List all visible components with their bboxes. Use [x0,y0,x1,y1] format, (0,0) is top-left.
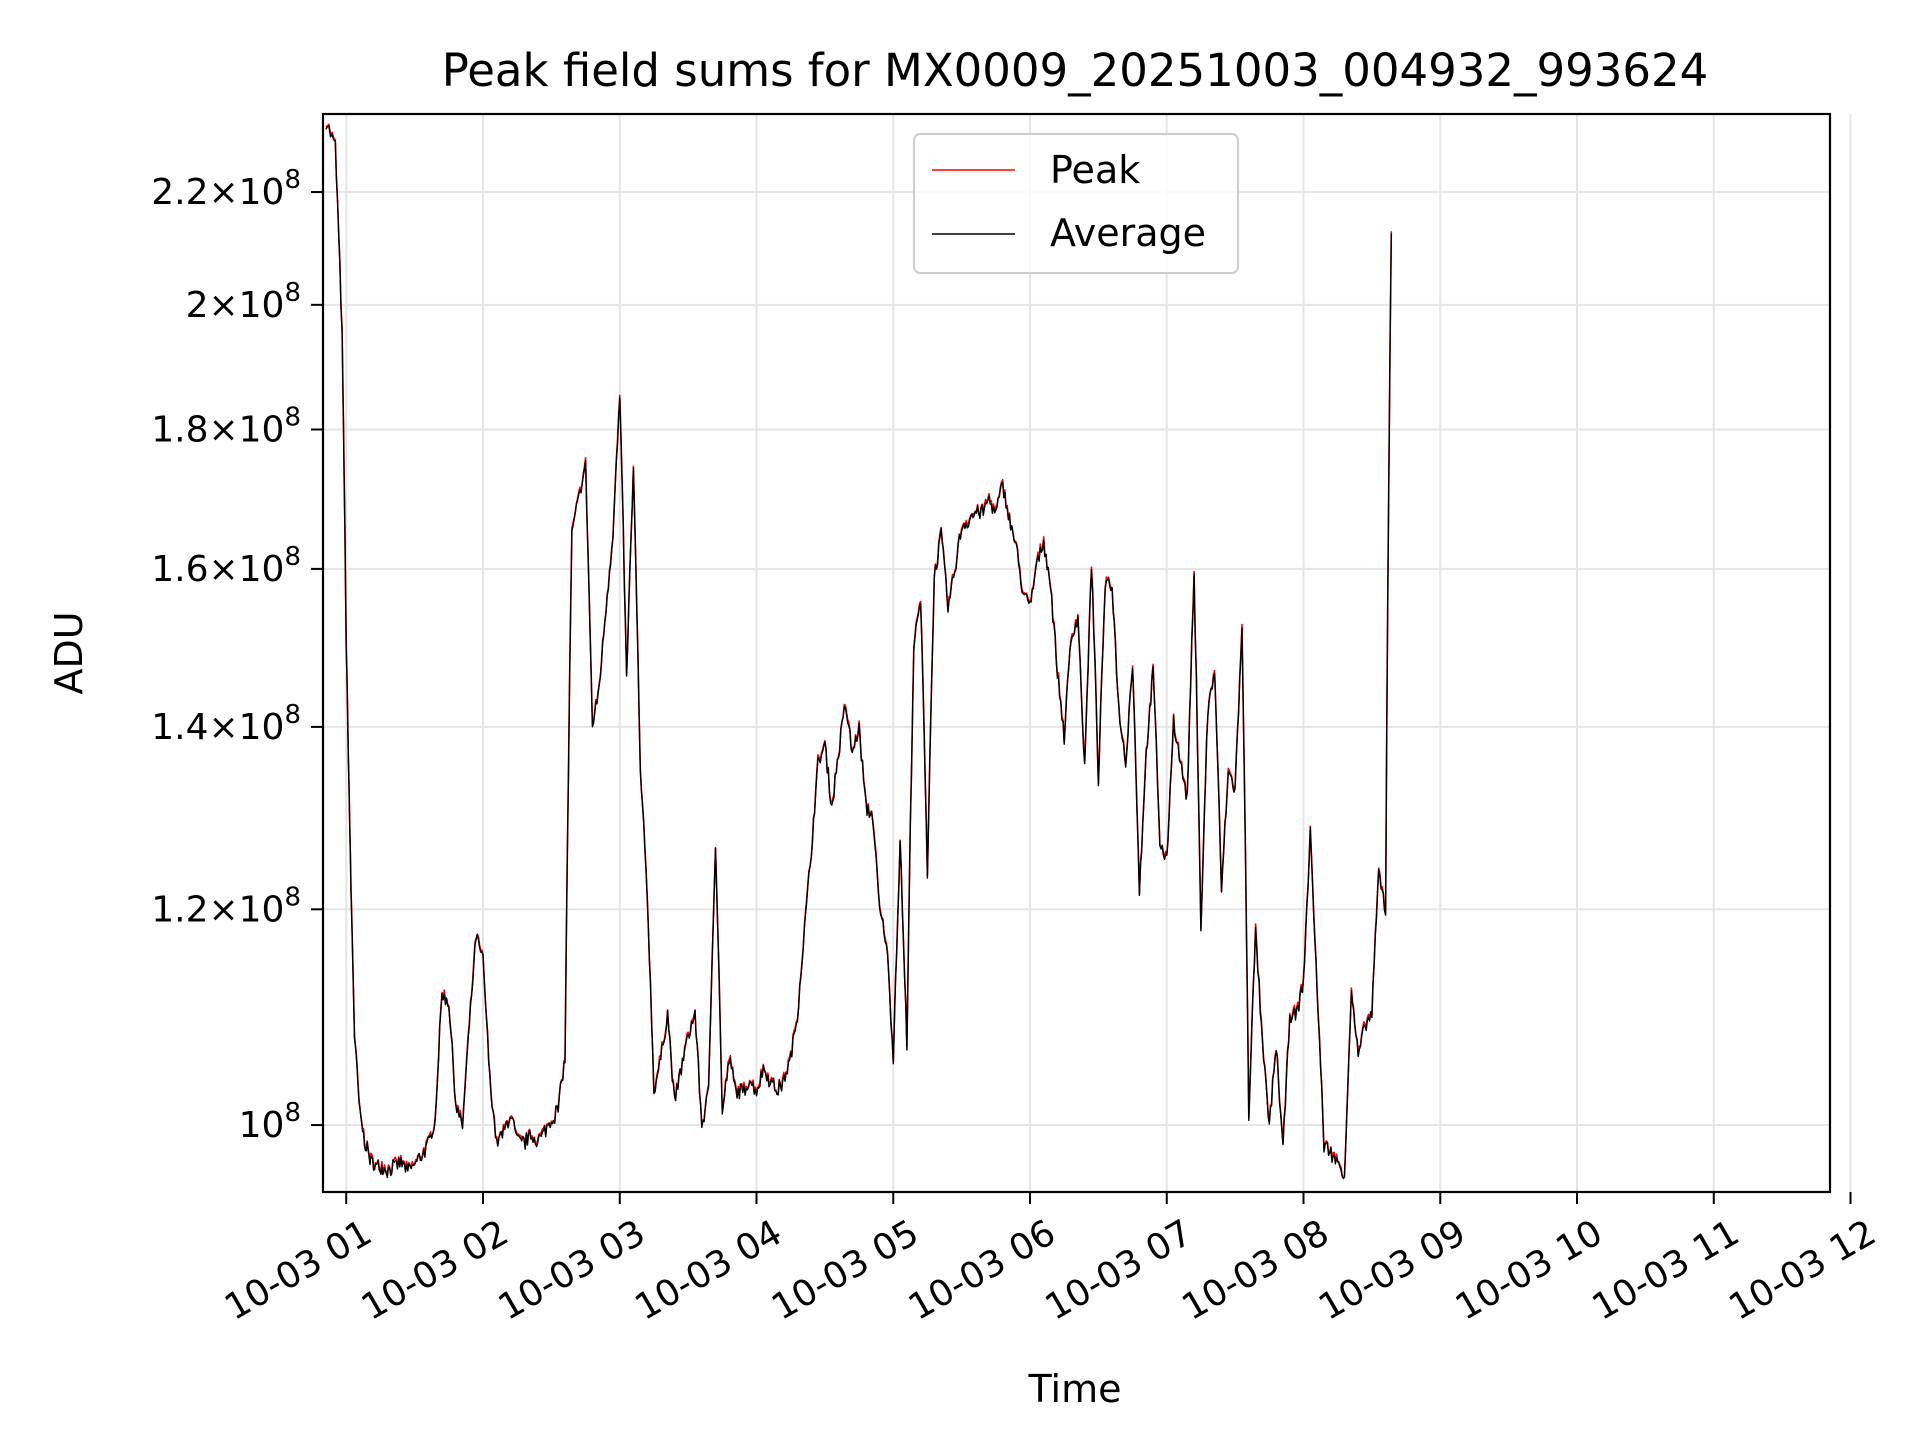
x-tick-label: 10-03 01 [218,1212,379,1328]
y-tick-label: 1.2×108 [151,882,301,930]
x-tick-label: 10-03 03 [492,1212,653,1328]
x-tick-label: 10-03 02 [355,1212,516,1328]
chart-title: Peak field sums for MX0009_20251003_0049… [442,44,1709,97]
y-axis-label: ADU [47,611,91,694]
y-tick-label: 2.2×108 [151,165,301,213]
legend-label-average: Average [1050,211,1206,255]
x-tick-label: 10-03 05 [765,1212,926,1328]
legend: Peak Average [913,133,1239,274]
grid-layer [323,114,1852,1192]
plot-frame [321,112,1832,1194]
x-tick-label: 10-03 10 [1449,1212,1610,1328]
x-axis-label: Time [1028,1367,1122,1411]
y-tick-label: 1.6×108 [151,542,301,590]
x-tick-label: 10-03 09 [1312,1212,1473,1328]
y-tick-label: 108 [239,1098,301,1146]
x-tick-label: 10-03 04 [628,1212,789,1328]
legend-label-peak: Peak [1050,148,1140,192]
y-tick-label: 1.8×108 [151,403,301,451]
x-tick-label: 10-03 11 [1586,1212,1747,1328]
legend-box [913,133,1239,274]
series-line-peak [325,123,1393,1179]
y-axis-ticks: 108 1.2×108 1.4×108 1.6×108 1.8×108 2×108 2.2×… [151,165,323,1146]
series-line-average [325,125,1392,1180]
x-tick-label: 10-03 06 [902,1212,1063,1328]
x-tick-label: 10-03 07 [1039,1212,1200,1328]
x-tick-label: 10-03 08 [1175,1212,1336,1328]
y-tick-label: 2×108 [186,278,301,326]
y-tick-label: 1.4×108 [151,700,301,748]
series-layer [325,123,1393,1180]
x-tick-label: 10-03 12 [1722,1212,1883,1328]
